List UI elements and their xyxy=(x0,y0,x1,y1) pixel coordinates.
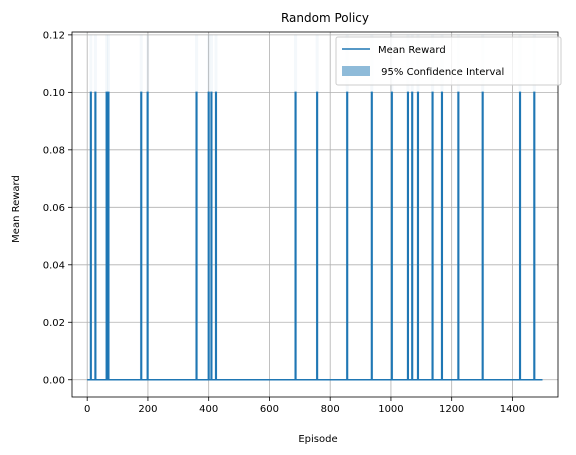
series-spike xyxy=(346,91,349,380)
series-spike xyxy=(210,91,213,380)
series-spike xyxy=(431,91,434,380)
x-tick-label: 1200 xyxy=(439,404,464,415)
series-spike xyxy=(195,91,198,380)
series-spike xyxy=(105,91,108,380)
y-tick-label: 0.08 xyxy=(43,145,65,156)
series-spike xyxy=(94,91,97,380)
series-spike xyxy=(518,91,522,380)
series-spike xyxy=(440,91,444,380)
series-spike xyxy=(390,91,393,380)
series-spike xyxy=(370,91,373,380)
x-tick-label: 1000 xyxy=(378,404,403,415)
series-spike xyxy=(481,91,484,380)
legend-box xyxy=(335,36,562,86)
series-spike xyxy=(316,91,319,380)
legend-label-confidence-interval: 95% Confidence Interval xyxy=(378,67,504,78)
series-spike xyxy=(89,91,92,380)
y-tick-label: 0.10 xyxy=(43,88,65,99)
axes-layer: 0 200 400 600 800 1000 1200 1400 0.00 0.02 0.04 0.0… xyxy=(43,30,559,415)
series-spike xyxy=(107,91,110,380)
y-tick-label: 0.12 xyxy=(43,30,65,41)
plot-border xyxy=(71,31,559,398)
series-spike xyxy=(411,91,414,380)
chart-title: Random Policy xyxy=(281,11,369,25)
data-layer xyxy=(87,34,543,381)
legend-label-mean-reward: Mean Reward xyxy=(378,45,446,56)
series-spike xyxy=(207,91,210,380)
y-tick-label: 0.00 xyxy=(43,375,65,386)
y-axis-title: Mean Reward xyxy=(11,175,22,243)
series-spike xyxy=(416,91,420,380)
x-tick-label: 0 xyxy=(84,404,90,415)
series-spike xyxy=(533,91,536,380)
x-tick-label: 200 xyxy=(138,404,157,415)
x-tick-label: 600 xyxy=(260,404,279,415)
legend-band-swatch xyxy=(342,66,370,76)
series-spike xyxy=(406,91,410,380)
series-spike xyxy=(214,91,218,380)
series-spike xyxy=(457,91,460,380)
series-spike xyxy=(294,91,297,380)
legend: Mean Reward 95% Confidence Interval xyxy=(335,36,562,86)
x-tick-label: 1400 xyxy=(500,404,525,415)
series-spike xyxy=(140,91,143,380)
y-tick-label: 0.06 xyxy=(43,203,65,214)
y-tick-label: 0.04 xyxy=(43,260,65,271)
x-tick-label: 800 xyxy=(321,404,340,415)
x-tick-label: 400 xyxy=(199,404,218,415)
x-axis-title: Episode xyxy=(298,434,337,445)
y-tick-label: 0.02 xyxy=(43,318,65,329)
series-spike xyxy=(146,91,149,380)
